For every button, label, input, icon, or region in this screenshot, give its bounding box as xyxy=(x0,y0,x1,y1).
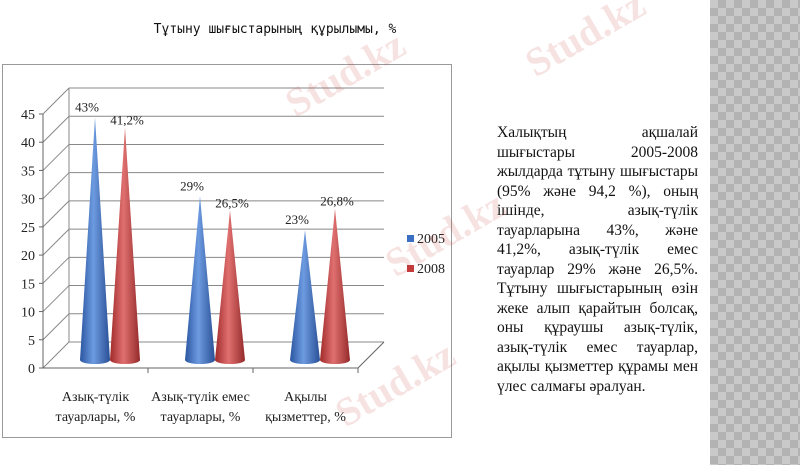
y-tick-label: 15 xyxy=(21,277,35,292)
cone-2008 xyxy=(215,210,245,364)
y-tick-label: 40 xyxy=(21,136,35,151)
cone-2008 xyxy=(110,127,140,365)
x-tick-label: Азық-түлік емес xyxy=(151,390,250,405)
y-tick-label: 35 xyxy=(21,164,35,179)
gridline-side xyxy=(42,313,70,341)
gridline-side xyxy=(42,144,70,171)
cone-2005 xyxy=(290,230,320,364)
x-tick-label: тауарлары, % xyxy=(161,410,241,425)
gridline-side xyxy=(42,256,70,284)
data-label: 43% xyxy=(75,99,99,114)
floor-edge xyxy=(357,341,385,369)
gridline-side xyxy=(42,172,70,200)
y-tick-label: 0 xyxy=(28,362,35,377)
legend-label: 2005 xyxy=(417,232,445,247)
data-label: 41,2% xyxy=(110,112,144,127)
legend-swatch-2008 xyxy=(407,265,414,272)
gridline-side xyxy=(42,228,70,256)
x-tick-label: Ақылы xyxy=(284,390,327,405)
cone-2005 xyxy=(185,196,215,364)
cone-2005 xyxy=(80,117,110,365)
chart-title: Тұтыну шығыстарының құрылымы, % xyxy=(153,22,397,37)
gridline-side xyxy=(42,341,70,369)
gridline-side xyxy=(42,285,70,312)
data-label: 26,5% xyxy=(215,195,249,210)
decorative-side-strip xyxy=(710,0,800,465)
x-tick-label: Азық-түлік xyxy=(62,390,130,405)
data-label: 23% xyxy=(285,212,309,227)
y-tick-label: 25 xyxy=(21,221,35,236)
y-tick-label: 30 xyxy=(21,193,35,208)
y-tick-label: 20 xyxy=(21,249,35,264)
chart-frame: 0 5 10 15 20 25 30 35 40 45 Азық-түлік тауарлары, %… xyxy=(2,64,452,438)
data-label: 29% xyxy=(180,178,204,193)
legend-swatch-2005 xyxy=(407,235,414,242)
body-paragraph: Халықтың ақшалай шығыстары 2005-2008 жыл… xyxy=(497,124,698,395)
watermark: Stud.kz xyxy=(517,0,653,86)
gridline-side xyxy=(42,200,70,228)
y-tick-label: 45 xyxy=(21,108,35,123)
data-label: 26,8% xyxy=(320,194,354,209)
y-tick-label: 10 xyxy=(21,306,35,321)
y-tick-label: 5 xyxy=(28,334,35,349)
gridline-side xyxy=(42,87,70,115)
x-tick-label: қызметтер, % xyxy=(265,410,346,425)
legend-label: 2008 xyxy=(417,262,445,277)
gridline-side xyxy=(42,115,70,143)
x-tick-label: тауарлары, % xyxy=(56,410,136,425)
cone-2008 xyxy=(320,208,350,364)
cone-chart: 0 5 10 15 20 25 30 35 40 45 Азық-түлік тауарлары, %… xyxy=(21,87,445,425)
